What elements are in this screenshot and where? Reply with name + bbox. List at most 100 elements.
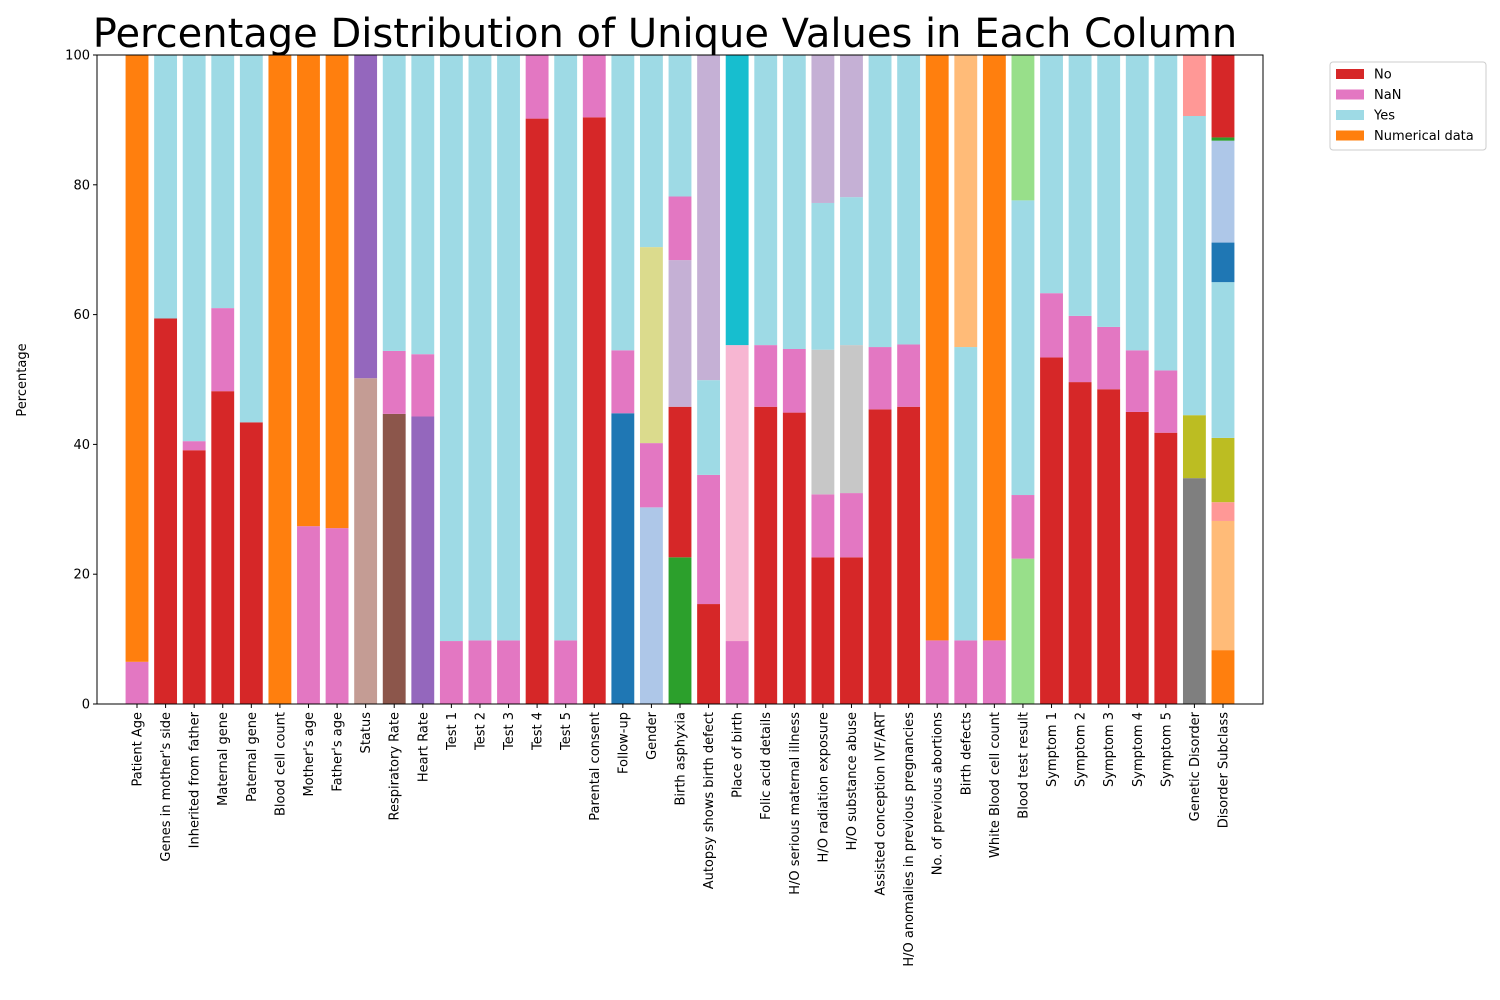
bar-segment — [182, 55, 206, 442]
x-tick-label: Parental consent — [588, 712, 603, 821]
bar-segment — [1011, 200, 1035, 496]
bar-segment — [840, 345, 863, 494]
bar-segment — [354, 378, 378, 704]
bar-segment — [439, 55, 463, 642]
bar-segment — [1211, 520, 1235, 651]
bar-segment — [325, 55, 349, 529]
bar-segment — [1097, 389, 1121, 704]
bar-segment — [1182, 415, 1206, 479]
bar-segment — [554, 55, 578, 641]
bar-segment — [182, 441, 206, 451]
bar-segment — [754, 55, 778, 346]
y-axis-label: Percentage — [15, 343, 30, 416]
y-tick-label: 20 — [73, 568, 90, 583]
bar-segment — [1154, 55, 1178, 371]
bar-segment — [668, 406, 692, 558]
x-tick-label: Heart Rate — [416, 712, 431, 782]
bar-segment — [1011, 55, 1035, 201]
bar-segment — [1068, 315, 1092, 383]
bar-segment — [782, 348, 806, 413]
x-tick-label: Maternal gene — [216, 712, 231, 806]
bar-segment — [811, 55, 835, 203]
legend-swatch — [1336, 110, 1364, 120]
bar-segment — [868, 55, 892, 348]
bar-segment — [468, 640, 492, 704]
x-tick-label: Folic acid details — [759, 712, 774, 820]
bar-segment — [411, 416, 435, 704]
bar-segment — [725, 55, 749, 346]
bar-segment — [639, 443, 663, 508]
bar-segment — [1211, 140, 1235, 243]
bar-segment — [154, 55, 178, 319]
bar-segment — [868, 347, 892, 410]
bar-segment — [1211, 650, 1235, 704]
bar-segment — [982, 55, 1006, 641]
legend-box — [1329, 61, 1487, 151]
y-tick-label: 80 — [73, 178, 90, 193]
bar-segment — [725, 345, 749, 642]
x-tick-label: Patient Age — [131, 712, 146, 787]
x-tick-label: Test 5 — [559, 712, 574, 751]
bar-segment — [1211, 502, 1235, 521]
x-tick-label: Symptom 3 — [1102, 712, 1117, 787]
bar-segment — [297, 55, 320, 527]
x-tick-label: Blood cell count — [273, 712, 288, 816]
x-tick-label: Symptom 5 — [1159, 712, 1174, 787]
bar-segment — [268, 55, 292, 704]
bar-segment — [925, 640, 949, 704]
bar-segment — [297, 526, 320, 704]
bar-segment — [154, 318, 178, 704]
bar-segment — [697, 380, 721, 475]
x-tick-label: H/O anomalies in previous pregnancies — [902, 712, 917, 967]
bar-segment — [668, 557, 692, 704]
bar-segment — [1211, 437, 1235, 503]
x-tick-label: Paternal gene — [245, 712, 260, 802]
bar-segment — [611, 350, 635, 414]
x-tick-label: Gender — [645, 711, 660, 760]
bar-segment — [211, 308, 235, 392]
bar-segment — [497, 640, 520, 704]
bar-segment — [468, 55, 492, 641]
x-tick-label: Blood test result — [1016, 712, 1031, 819]
legend-label: Numerical data — [1374, 129, 1474, 144]
x-tick-label: Place of birth — [731, 712, 746, 798]
x-tick-label: No. of previous abortions — [931, 712, 946, 876]
bar-segment — [182, 450, 206, 704]
bar-segment — [125, 661, 149, 704]
bar-segment — [611, 55, 635, 351]
bar-segment — [811, 202, 835, 350]
bar-segment — [1040, 293, 1063, 358]
bar-segment — [1211, 137, 1235, 141]
bar-segment — [382, 413, 406, 704]
plot-frame — [96, 54, 1264, 705]
y-tick-label: 60 — [73, 308, 90, 323]
bar-segment — [582, 117, 606, 704]
bar-segment — [925, 55, 949, 641]
y-tick-label: 100 — [65, 49, 90, 64]
bar-segment — [239, 422, 263, 704]
bar-segment — [954, 640, 978, 704]
bar-segment — [411, 354, 435, 417]
bar-segment — [325, 528, 349, 704]
bar-segment — [639, 247, 663, 444]
bar-segment — [1040, 55, 1063, 294]
x-tick-label: Status — [359, 712, 374, 754]
bar-segment — [811, 557, 835, 704]
x-tick-label: Genes in mother's side — [159, 712, 174, 862]
bar-segment — [125, 55, 149, 662]
bar-segment — [754, 406, 778, 704]
bar-segment — [239, 55, 263, 423]
x-tick-label: Test 3 — [502, 712, 517, 751]
bar-segment — [1154, 370, 1178, 433]
x-tick-label: Symptom 4 — [1131, 712, 1146, 787]
legend-swatch — [1336, 89, 1364, 100]
bar-segment — [439, 641, 463, 704]
bar-segment — [1154, 432, 1178, 704]
bar-segment — [1125, 411, 1149, 704]
bar-segment — [840, 493, 863, 558]
bar-segment — [897, 406, 921, 704]
bar-segment — [754, 345, 778, 407]
y-tick-label: 0 — [82, 698, 90, 713]
bar-segment — [1068, 55, 1092, 316]
